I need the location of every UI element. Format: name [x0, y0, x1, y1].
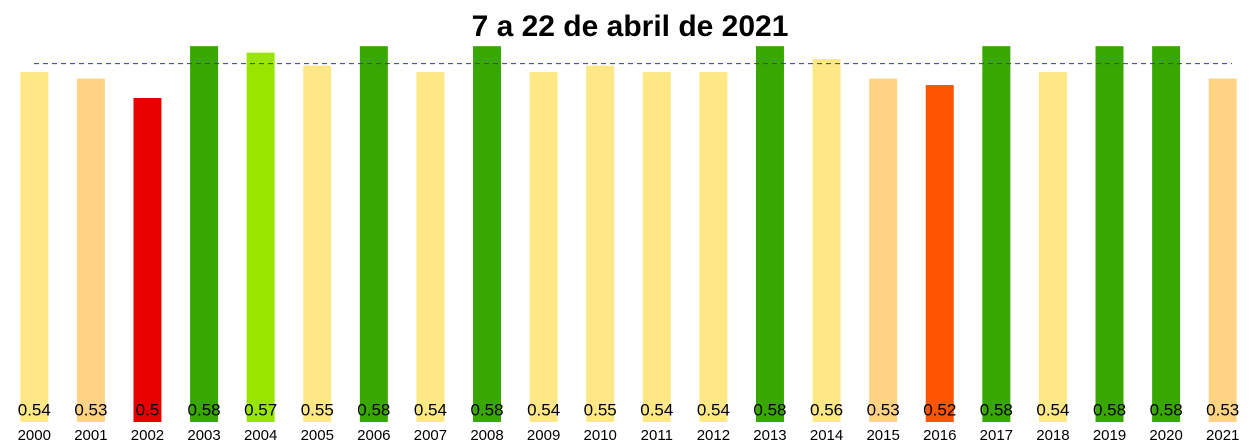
x-tick-label: 2002	[131, 427, 164, 442]
bar	[473, 46, 502, 422]
value-label: 0.56	[810, 400, 843, 419]
x-tick-label: 2015	[866, 427, 899, 442]
value-label: 0.53	[74, 400, 107, 419]
value-label: 0.52	[923, 400, 956, 419]
x-tick-label: 2010	[584, 427, 617, 442]
x-tick-label: 2000	[18, 427, 51, 442]
x-tick-label: 2014	[810, 427, 843, 442]
bar	[76, 78, 105, 422]
value-label: 0.57	[244, 400, 277, 419]
value-label: 0.54	[1036, 400, 1069, 419]
bar	[190, 46, 219, 422]
value-label: 0.58	[1150, 400, 1183, 419]
value-label: 0.53	[867, 400, 900, 419]
x-tick-label: 2016	[923, 427, 956, 442]
value-label: 0.55	[584, 400, 617, 419]
value-label: 0.54	[527, 400, 560, 419]
bar	[246, 52, 275, 422]
x-tick-label: 2019	[1093, 427, 1126, 442]
value-label: 0.55	[301, 400, 334, 419]
x-tick-label: 2021	[1206, 427, 1239, 442]
bar	[20, 72, 49, 422]
value-label: 0.58	[1093, 400, 1126, 419]
value-label: 0.58	[980, 400, 1013, 419]
bar	[1152, 46, 1181, 422]
x-tick-label: 2018	[1036, 427, 1069, 442]
bar	[303, 65, 332, 422]
x-tick-label: 2001	[74, 427, 107, 442]
value-label: 0.53	[1206, 400, 1239, 419]
x-tick-label: 2007	[414, 427, 447, 442]
bar	[359, 46, 388, 422]
value-label: 0.54	[414, 400, 447, 419]
value-label: 0.54	[697, 400, 730, 419]
chart-title: 7 a 22 de abril de 2021	[472, 10, 789, 43]
value-label: 0.5	[136, 400, 160, 419]
bar	[1095, 46, 1124, 422]
x-tick-label: 2005	[301, 427, 334, 442]
x-tick-label: 2011	[641, 427, 673, 442]
bar	[925, 85, 954, 422]
x-tick-label: 2003	[187, 427, 220, 442]
bar	[869, 78, 898, 422]
x-tick-label: 2013	[753, 427, 786, 442]
x-tick-label: 2004	[244, 427, 277, 442]
value-label: 0.54	[640, 400, 673, 419]
bar	[586, 65, 615, 422]
x-tick-label: 2020	[1149, 427, 1182, 442]
bar	[1038, 72, 1067, 422]
value-label: 0.54	[18, 400, 51, 419]
bar	[133, 98, 162, 422]
value-label: 0.58	[470, 400, 503, 419]
bar	[642, 72, 671, 422]
bar	[529, 72, 558, 422]
value-label: 0.58	[188, 400, 221, 419]
x-tick-label: 2009	[527, 427, 560, 442]
x-tick-label: 2017	[980, 427, 1013, 442]
value-label: 0.58	[357, 400, 390, 419]
x-tick-label: 2012	[697, 427, 730, 442]
bar	[416, 72, 445, 422]
bar	[755, 46, 784, 422]
x-tick-label: 2006	[357, 427, 390, 442]
bar	[699, 72, 728, 422]
bar	[1208, 78, 1237, 422]
x-tick-label: 2008	[470, 427, 503, 442]
value-label: 0.58	[753, 400, 786, 419]
bar	[982, 46, 1011, 422]
bar	[812, 59, 841, 423]
